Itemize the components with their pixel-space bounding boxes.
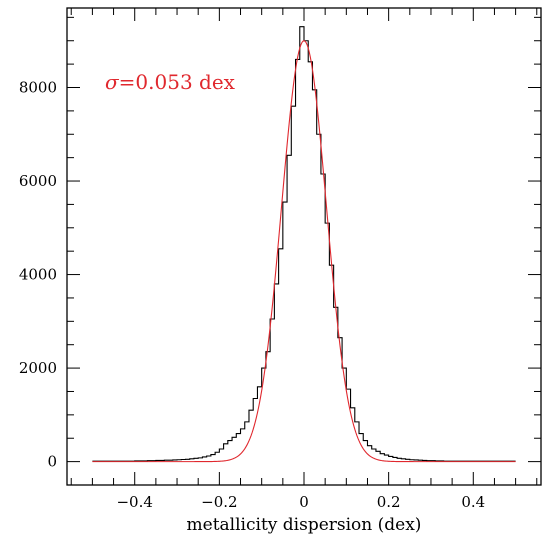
y-tick-labels: 0 2000 4000 6000 8000 — [19, 79, 57, 471]
x-axis-label: metallicity dispersion (dex) — [187, 515, 422, 535]
y-tick-label: 4000 — [19, 266, 57, 284]
x-tick-label: 0 — [299, 493, 309, 511]
sigma-annotation: σ=0.053 dex — [105, 70, 236, 94]
sigma-value: =0.053 dex — [119, 70, 236, 94]
x-tick-label: 0.2 — [377, 493, 401, 511]
tick-marks — [67, 8, 541, 485]
x-tick-labels: −0.4 −0.2 0 0.2 0.4 — [116, 493, 485, 511]
y-tick-label: 8000 — [19, 79, 57, 97]
x-tick-label: −0.4 — [116, 493, 152, 511]
gaussian-fit-curve — [92, 40, 516, 463]
y-tick-label: 6000 — [19, 172, 57, 190]
x-tick-label: −0.2 — [201, 493, 237, 511]
sigma-symbol: σ — [105, 70, 120, 94]
x-tick-label: 0.4 — [461, 493, 485, 511]
histogram-series — [92, 26, 516, 462]
y-tick-label: 2000 — [19, 359, 57, 377]
y-tick-label: 0 — [47, 453, 57, 471]
